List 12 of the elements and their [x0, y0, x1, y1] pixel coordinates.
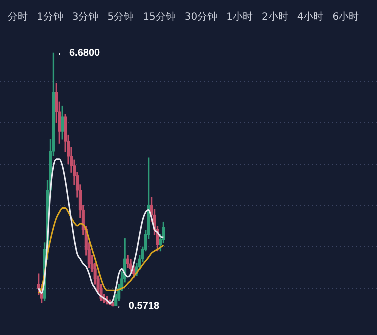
text: 4小时: [297, 10, 324, 24]
text: 2小时: [262, 10, 288, 24]
text: 6小时: [332, 10, 360, 24]
text: 1小时: [226, 10, 253, 24]
text: 1分钟: [37, 10, 64, 24]
text: 分时: [8, 10, 28, 24]
text: 3分钟: [72, 10, 99, 24]
annotation: ← 0.5718: [116, 301, 160, 312]
text: 5分钟: [108, 10, 134, 24]
text: 15分钟: [143, 10, 176, 24]
text: 30分钟: [184, 10, 218, 24]
annotation: ← 6.6800: [56, 48, 101, 60]
